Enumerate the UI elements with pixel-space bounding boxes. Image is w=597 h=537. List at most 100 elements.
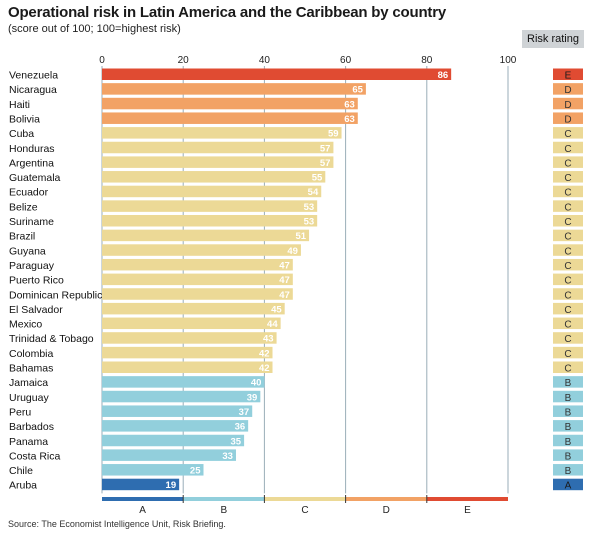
- bar: [102, 288, 293, 300]
- band-segment: [426, 497, 508, 501]
- bar: [102, 258, 293, 271]
- band-segment: [264, 497, 346, 501]
- data-label: 19: [166, 480, 177, 491]
- category-label: Paraguay: [9, 260, 55, 272]
- data-label: 44: [267, 319, 278, 330]
- data-label: 42: [259, 348, 270, 359]
- rating-badge: [553, 156, 583, 168]
- category-label: Costa Rica: [9, 450, 61, 462]
- data-label: 36: [235, 422, 246, 433]
- category-label: Honduras: [9, 143, 55, 155]
- bar: [102, 112, 358, 124]
- data-label: 42: [259, 363, 270, 374]
- category-label: Suriname: [9, 216, 54, 228]
- rating-label: B: [565, 393, 572, 404]
- category-label: Nicaragua: [9, 84, 57, 96]
- rating-badge: [553, 405, 583, 417]
- rating-badge: [553, 288, 583, 300]
- x-tick-label: 0: [99, 55, 105, 66]
- category-label: Trinidad & Tobago: [9, 333, 94, 345]
- rating-badge: [553, 185, 583, 198]
- bar: [102, 302, 285, 315]
- data-label: 55: [312, 173, 323, 184]
- rating-badge: [553, 127, 583, 139]
- bar: [102, 141, 334, 154]
- rating-label: B: [565, 407, 572, 418]
- rating-label: C: [564, 290, 571, 301]
- category-label: Peru: [9, 406, 31, 418]
- rating-label: C: [564, 349, 571, 360]
- risk-rating-header: Risk rating: [522, 30, 584, 48]
- category-label: Guatemala: [9, 172, 61, 184]
- bar: [102, 420, 249, 432]
- rating-label: C: [564, 188, 571, 199]
- rating-badge: [553, 478, 583, 491]
- data-label: 35: [231, 436, 242, 447]
- data-label: 47: [279, 290, 290, 301]
- category-label: Brazil: [9, 231, 35, 243]
- rating-label: C: [564, 276, 571, 287]
- data-label: 63: [344, 114, 355, 125]
- data-label: 49: [287, 246, 298, 257]
- bar: [102, 464, 204, 476]
- bar: [102, 390, 261, 403]
- band-segment: [183, 497, 265, 501]
- rating-label: C: [564, 217, 571, 228]
- bar: [102, 127, 342, 139]
- rating-badge: [553, 112, 583, 124]
- category-label: Guyana: [9, 245, 46, 257]
- x-tick-label: 80: [421, 55, 433, 66]
- rating-badge: [553, 258, 583, 271]
- rating-badge: [553, 332, 583, 344]
- bar: [102, 68, 452, 80]
- rating-label: D: [564, 114, 571, 125]
- category-label: Panama: [9, 436, 48, 448]
- band-label: B: [220, 505, 227, 516]
- data-label: 51: [295, 231, 306, 242]
- bar: [102, 185, 322, 198]
- band-label: C: [301, 505, 308, 516]
- rating-badge: [553, 317, 583, 330]
- rating-badge: [553, 434, 583, 447]
- bar: [102, 361, 273, 373]
- rating-badge: [553, 97, 583, 110]
- bar: [102, 332, 277, 344]
- band-label: E: [464, 505, 471, 516]
- x-tick-label: 60: [340, 55, 352, 66]
- rating-badge: [553, 273, 583, 286]
- rating-label: C: [564, 144, 571, 155]
- rating-label: B: [565, 451, 572, 462]
- rating-label: C: [564, 364, 571, 375]
- data-label: 54: [308, 187, 319, 198]
- rating-label: C: [564, 305, 571, 316]
- rating-label: C: [564, 173, 571, 184]
- rating-label: C: [564, 202, 571, 213]
- rating-label: B: [565, 437, 572, 448]
- data-label: 37: [239, 407, 250, 418]
- rating-label: D: [564, 100, 571, 111]
- band-label: D: [383, 505, 390, 516]
- category-label: Ecuador: [9, 187, 49, 199]
- bar: [102, 229, 310, 242]
- bar: [102, 200, 318, 212]
- category-label: Venezuela: [9, 70, 58, 82]
- category-label: Dominican Republic: [9, 289, 102, 301]
- bar: [102, 171, 326, 183]
- rating-badge: [553, 215, 583, 227]
- x-tick-label: 40: [259, 55, 271, 66]
- x-tick-label: 20: [178, 55, 190, 66]
- rating-label: A: [565, 481, 572, 492]
- bar: [102, 215, 318, 227]
- data-label: 59: [328, 129, 339, 140]
- rating-badge: [553, 361, 583, 373]
- band-segment: [345, 497, 427, 501]
- bar: [102, 346, 273, 359]
- category-label: Chile: [9, 465, 33, 477]
- data-label: 63: [344, 99, 355, 110]
- bar: [102, 376, 265, 388]
- bar: [102, 317, 281, 330]
- data-label: 53: [304, 217, 315, 228]
- rating-badge: [553, 376, 583, 388]
- bar: [102, 478, 180, 491]
- rating-label: C: [564, 320, 571, 331]
